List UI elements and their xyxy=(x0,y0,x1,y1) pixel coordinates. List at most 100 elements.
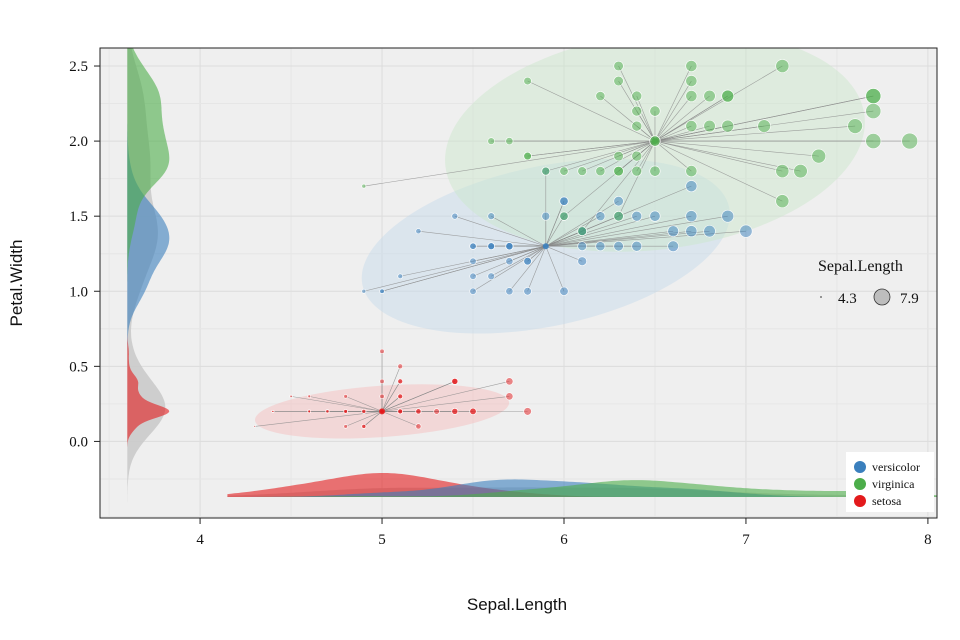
point-virginica xyxy=(721,119,735,133)
x-tick-label: 5 xyxy=(378,532,386,548)
point-setosa xyxy=(289,394,293,398)
point-versicolor xyxy=(595,211,606,222)
point-virginica xyxy=(793,164,808,179)
spoke-virginica xyxy=(527,140,656,157)
point-setosa xyxy=(307,394,312,399)
point-setosa xyxy=(415,423,422,430)
point-versicolor xyxy=(469,272,477,280)
point-setosa xyxy=(379,393,385,399)
point-setosa xyxy=(361,409,367,414)
spoke-setosa xyxy=(381,396,510,412)
point-virginica xyxy=(757,119,771,133)
spoke-versicolor xyxy=(545,215,692,247)
y-density-versicolor xyxy=(127,48,170,518)
point-virginica xyxy=(685,75,698,87)
spoke-virginica xyxy=(654,140,783,172)
spoke-versicolor xyxy=(454,215,546,247)
y-tick-label: 1.0 xyxy=(69,284,88,300)
color-legend: versicolor virginica setosa xyxy=(846,452,934,512)
point-virginica xyxy=(811,148,827,164)
point-versicolor xyxy=(685,225,698,238)
point-virginica xyxy=(577,166,587,176)
point-virginica xyxy=(613,165,624,177)
spoke-versicolor xyxy=(418,230,546,247)
spoke-versicolor xyxy=(363,245,546,292)
centroid-virginica xyxy=(651,138,658,145)
point-setosa xyxy=(343,424,348,429)
point-setosa xyxy=(523,407,532,416)
x-tick-label: 6 xyxy=(560,532,568,548)
spoke-versicolor xyxy=(545,230,674,247)
point-virginica xyxy=(775,164,790,179)
x-axis: 4 5 6 7 8 xyxy=(196,518,932,548)
point-setosa xyxy=(271,409,275,413)
point-versicolor xyxy=(667,240,679,252)
y-tick-label: 0.5 xyxy=(69,359,88,375)
point-setosa xyxy=(451,408,459,415)
point-virginica xyxy=(613,75,624,87)
point-versicolor xyxy=(577,241,587,251)
spoke-virginica xyxy=(581,140,656,232)
spoke-virginica xyxy=(563,140,656,172)
legend-setosa-marker xyxy=(854,495,866,507)
point-versicolor xyxy=(721,209,735,223)
spoke-setosa xyxy=(381,411,419,427)
point-virginica xyxy=(865,133,882,150)
point-versicolor xyxy=(469,287,477,295)
spoke-virginica xyxy=(654,95,710,142)
point-virginica xyxy=(847,118,863,134)
legend-versicolor-label: versicolor xyxy=(872,460,920,474)
spoke-virginica xyxy=(654,125,710,142)
point-versicolor xyxy=(559,286,569,296)
point-versicolor xyxy=(631,240,643,252)
size-legend-title: Sepal.Length xyxy=(818,258,903,275)
spoke-virginica xyxy=(618,140,656,217)
x-axis-title: Sepal.Length xyxy=(467,595,567,614)
spoke-virginica xyxy=(654,125,692,142)
point-setosa xyxy=(361,424,367,429)
point-virginica xyxy=(541,166,551,176)
spoke-virginica xyxy=(636,95,656,142)
spoke-virginica xyxy=(654,125,728,142)
point-versicolor xyxy=(595,241,606,252)
spoke-versicolor xyxy=(509,245,546,262)
spoke-setosa xyxy=(291,396,383,412)
point-versicolor xyxy=(505,257,514,266)
point-setosa xyxy=(397,408,404,415)
centroid-setosa xyxy=(379,408,386,415)
point-setosa xyxy=(415,408,422,415)
point-setosa xyxy=(379,348,385,354)
point-virginica xyxy=(865,88,882,104)
legend-virginica-marker xyxy=(854,478,866,490)
y-axis: 0.0 0.5 1.0 1.5 2.0 2.5 xyxy=(69,59,100,450)
spoke-virginica xyxy=(600,140,656,172)
point-versicolor xyxy=(523,257,532,266)
point-virginica xyxy=(775,59,790,73)
spoke-versicolor xyxy=(545,246,565,292)
point-virginica xyxy=(631,150,643,162)
legend-virginica-label: virginica xyxy=(872,477,915,491)
spoke-virginica xyxy=(654,140,783,202)
spoke-versicolor xyxy=(545,230,710,247)
y-density-virginica xyxy=(127,48,170,518)
spoke-setosa xyxy=(363,411,383,427)
spoke-setosa xyxy=(381,366,401,412)
point-virginica xyxy=(613,60,624,72)
spoke-virginica xyxy=(600,95,656,142)
spoke-versicolor xyxy=(545,216,565,247)
point-versicolor xyxy=(379,288,385,294)
point-virginica xyxy=(523,151,532,161)
point-versicolor xyxy=(667,225,679,237)
point-versicolor xyxy=(505,287,514,296)
point-versicolor xyxy=(361,288,367,294)
point-setosa xyxy=(253,425,256,428)
point-versicolor xyxy=(487,212,495,220)
point-versicolor xyxy=(541,211,551,221)
spoke-versicolor xyxy=(545,215,637,247)
point-virginica xyxy=(523,76,532,86)
size-legend: Sepal.Length 4.3 7.9 xyxy=(818,258,919,307)
point-virginica xyxy=(595,91,606,102)
spoke-versicolor xyxy=(381,245,546,292)
point-setosa xyxy=(325,409,330,414)
spoke-virginica xyxy=(654,125,856,142)
